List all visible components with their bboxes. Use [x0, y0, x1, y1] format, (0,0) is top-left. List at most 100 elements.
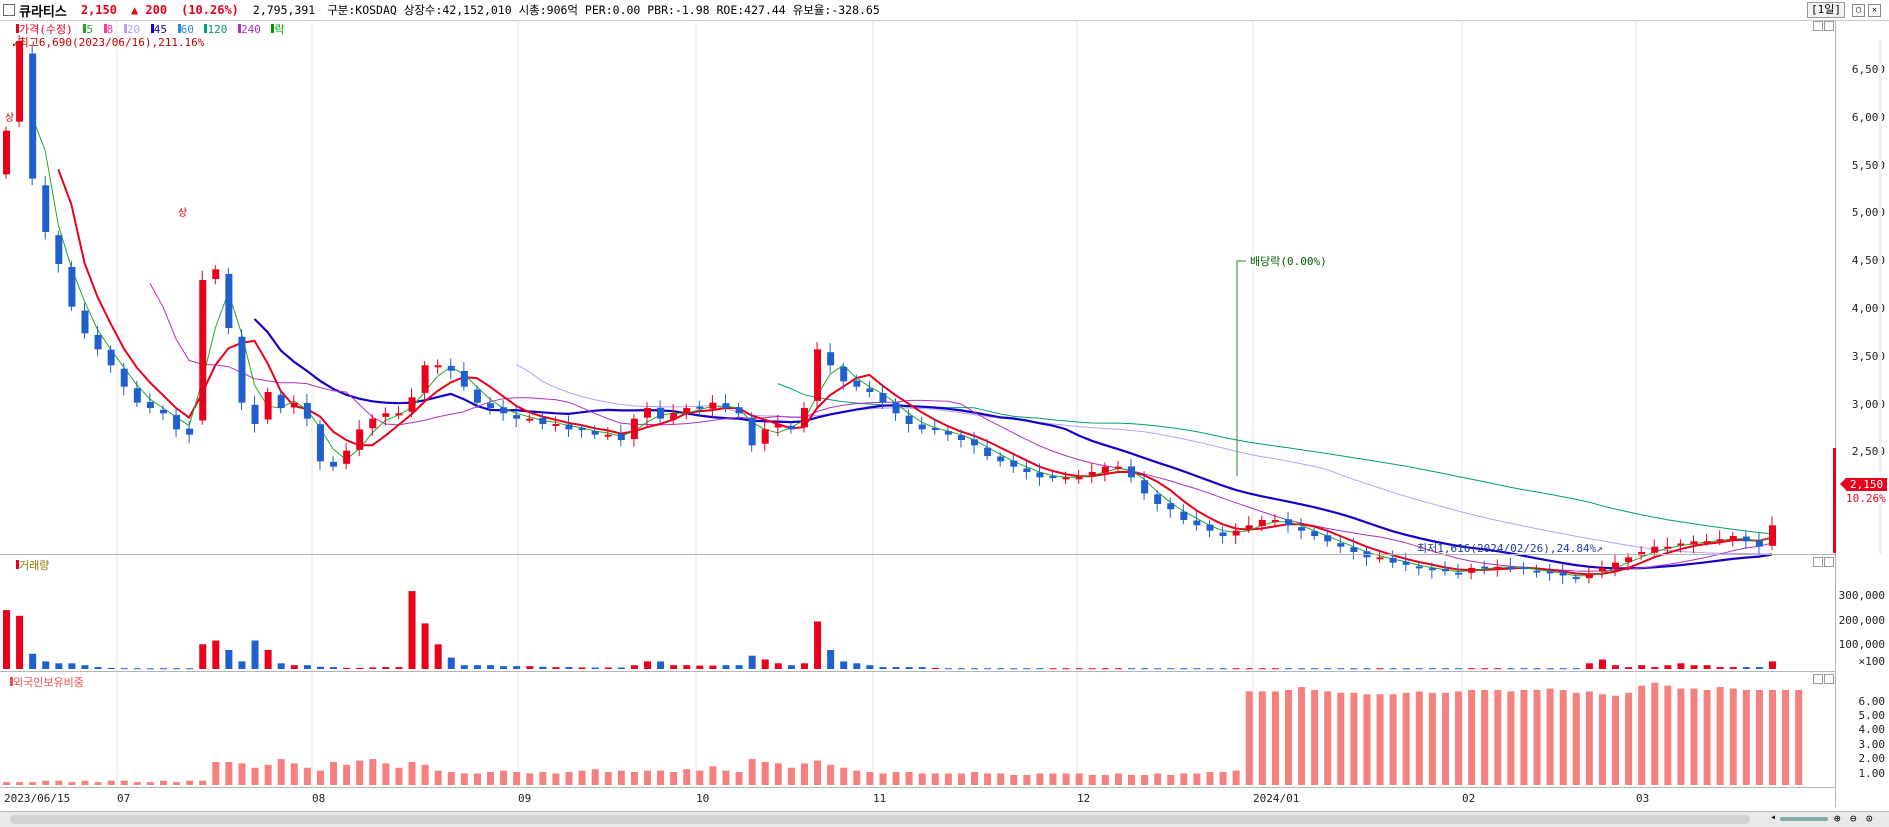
zoom-reset-icon[interactable]: ⊙ — [1866, 812, 1873, 825]
volume-bar — [1376, 668, 1384, 670]
candle-body — [1062, 477, 1070, 480]
volume-bar — [1729, 667, 1737, 669]
candle-body — [617, 433, 625, 440]
candle-body — [1729, 536, 1737, 541]
price-y-axis: 6,500 6,000 5,500 5,000 4,500 4,000 3,50… — [1835, 0, 1889, 458]
volume-bar — [814, 621, 822, 669]
volume-bar — [918, 667, 926, 669]
candle-body — [905, 415, 913, 424]
foreign-ratio-bar — [1690, 688, 1698, 785]
trade-volume: 2,795,391 — [252, 3, 316, 17]
zoom-slider[interactable] — [1780, 817, 1828, 821]
restore-icon[interactable]: ▢ — [1852, 4, 1865, 17]
foreign-ratio-bar — [1036, 773, 1044, 785]
candle-body — [382, 413, 390, 417]
foreign-ratio-bar — [513, 772, 521, 785]
pane-close-icon[interactable] — [1824, 21, 1834, 31]
volume-bar — [630, 665, 638, 669]
price-scroll-strip[interactable] — [1879, 40, 1882, 554]
candle-body — [539, 417, 547, 424]
foreign-ratio-bar — [408, 761, 416, 785]
candle-body — [290, 402, 298, 408]
pane-minimize-icon[interactable] — [1813, 557, 1823, 567]
candle-body — [133, 388, 141, 403]
foreign-ratio-bar — [1520, 689, 1528, 785]
y-axis-line — [1835, 20, 1836, 807]
horizontal-scrollbar[interactable]: ◂ ⊕ ⊖ ⊙ — [0, 811, 1889, 827]
foreign-ratio-bar — [748, 759, 756, 785]
candle-body — [1389, 557, 1397, 563]
legend-color-bar — [16, 24, 19, 33]
foreign-ratio-bar — [591, 769, 599, 785]
zoom-in-icon[interactable]: ⊕ — [1834, 812, 1841, 825]
select-checkbox[interactable] — [3, 4, 15, 16]
candle-body — [787, 425, 795, 430]
candle-body — [1128, 466, 1136, 478]
foreign-ratio-bar — [107, 780, 115, 785]
close-icon[interactable]: ✕ — [1868, 4, 1881, 17]
pane-close-icon[interactable] — [1824, 557, 1834, 567]
foreign-ratio-bar — [787, 767, 795, 785]
pane-minimize-icon[interactable] — [1813, 21, 1823, 31]
candle-body — [277, 394, 285, 408]
price-change-pct: (10.26%) — [181, 3, 239, 17]
x-tick: 02 — [1462, 792, 1476, 805]
foreign-ratio-bar — [1572, 692, 1580, 785]
scrollbar-thumb[interactable] — [10, 815, 1750, 824]
volume-bar — [1755, 667, 1763, 669]
volume-bar — [774, 663, 782, 669]
foreign-ratio-bar — [565, 772, 573, 785]
volume-bar — [225, 650, 233, 669]
foreign-ratio-bar — [1128, 774, 1136, 785]
foreign-ratio-bar — [1455, 691, 1463, 785]
volume-bar — [735, 665, 743, 669]
candle-body — [1376, 557, 1384, 560]
y-tick: 5,500 — [1851, 159, 1885, 172]
candle-body — [356, 429, 364, 450]
period-selector[interactable]: [1일] — [1807, 2, 1845, 18]
scroll-left-icon[interactable]: ◂ — [1770, 812, 1777, 823]
volume-bar — [944, 668, 952, 670]
zoom-out-icon[interactable]: ⊖ — [1850, 812, 1857, 825]
y-tick: 4,000 — [1851, 302, 1885, 315]
foreign-ratio-bar — [1703, 689, 1711, 785]
y-tick: 6.00 — [1858, 695, 1886, 708]
foreign-ratio-bar — [1010, 774, 1018, 785]
candle-body — [604, 434, 612, 437]
volume-bar — [1572, 668, 1580, 670]
pane-divider — [0, 787, 1835, 788]
pane-close-icon[interactable] — [1824, 674, 1834, 684]
volume-bar — [1114, 668, 1122, 670]
candle-body — [931, 428, 939, 431]
volume-bar — [761, 659, 769, 669]
foreign-ratio-bar — [1193, 773, 1201, 785]
candle-body — [971, 439, 979, 446]
volume-bar — [1258, 668, 1266, 670]
candle-body — [1311, 531, 1319, 536]
candle-body — [1769, 525, 1776, 546]
volume-bar — [1363, 668, 1371, 670]
legend-price: 가격(수정) — [19, 23, 73, 36]
pane-divider[interactable] — [0, 554, 1835, 555]
foreign-ratio-bar — [487, 772, 495, 785]
volume-bar — [264, 650, 272, 669]
volume-bar — [748, 655, 756, 669]
foreign-ratio-bar — [1245, 691, 1253, 785]
price-range-marker — [1833, 448, 1836, 553]
foreign-ratio-bar — [238, 763, 246, 785]
pane-minimize-icon[interactable] — [1813, 674, 1823, 684]
volume-bar — [369, 667, 377, 669]
foreign-ratio-bar — [1206, 772, 1214, 785]
candle-body — [81, 310, 89, 334]
y-tick: 100,000 — [1838, 638, 1885, 651]
pane-divider[interactable] — [0, 671, 1835, 672]
foreign-ratio-bar — [1389, 694, 1397, 785]
candle-body — [120, 368, 128, 387]
candle-body — [1219, 532, 1227, 536]
candle-body — [1415, 566, 1423, 569]
x-tick: 10 — [696, 792, 710, 805]
foreign-ratio-bar — [670, 772, 678, 785]
candle-body — [395, 413, 403, 416]
foreign-ratio-bar — [303, 767, 311, 785]
